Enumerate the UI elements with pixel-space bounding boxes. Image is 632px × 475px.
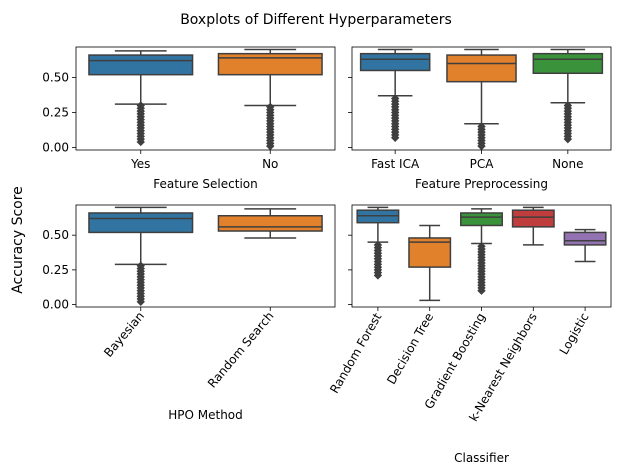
x-axis-label: Classifier [454,451,509,465]
outlier-point [373,271,383,280]
box-logistic [563,228,607,263]
outlier-point [477,141,486,151]
box-random-forest [356,206,400,280]
figure-title: Boxplots of Different Hyperparameters [180,12,452,28]
y-tick-label: 0.25 [42,263,69,277]
y-tick-label: 0.00 [42,298,69,312]
y-tick-label: 0.50 [42,228,69,242]
box-body [217,215,323,232]
subplot-1: 0.00 0.25 0.50 Yes No Feature Selection [42,46,336,191]
x-axis-label: Feature Selection [153,177,257,191]
subplot-grid: 0.00 0.25 0.50 Yes No Feature Selection Fast I… [42,46,612,465]
outlier-point [266,141,275,151]
box-body [359,52,431,72]
y-tick-label: 0.25 [42,106,69,120]
box-body [88,212,194,234]
box-none [532,48,604,144]
x-tick-label: No [262,157,278,171]
box-random-search [217,208,323,239]
outlier-point [563,134,573,144]
box-body [217,52,323,76]
y-tick-label: 0.50 [42,70,69,84]
box-body [460,212,503,227]
x-tick-label: PCA [470,157,495,171]
box-k-nearest-neighbors [511,206,555,246]
shared-y-axis-label: Accuracy Score [10,186,26,294]
box-bayesian [88,206,194,307]
x-tick-label: Decision Tree [384,311,436,387]
box-body [563,231,607,246]
x-tick-label: Random Search [205,309,277,391]
box-gradient-boosting [460,208,503,295]
outlier-point [136,297,145,307]
axes-frame [75,46,336,151]
box-body [446,54,517,83]
subplot-3: 0.00 0.25 0.50 Bayesian Random Search HPO Met… [42,204,336,422]
box-body [511,209,555,228]
x-tick-label: Yes [130,157,150,171]
outlier-point [390,133,400,142]
x-tick-label: None [552,157,583,171]
box-no [217,48,323,151]
axes-frame [75,204,336,308]
box-yes [88,50,194,147]
box-body [88,54,194,76]
outlier-point [136,137,145,147]
box-decision-tree [408,224,452,302]
x-tick-label: Bayesian [101,309,147,360]
box-pca [446,48,517,151]
y-tick-label: 0.00 [42,141,69,155]
x-tick-label: Random Forest [327,310,384,395]
outlier-point [477,286,486,295]
x-axis-label: Feature Preprocessing [415,177,548,191]
box-body [532,52,604,75]
x-axis-label: HPO Method [168,408,243,422]
x-tick-label: Logistic [557,311,592,358]
x-tick-label: Fast ICA [371,157,420,171]
box-fast-ica [359,48,431,142]
subplot-2: Fast ICA PCA None Feature Preprocessing [348,46,612,191]
